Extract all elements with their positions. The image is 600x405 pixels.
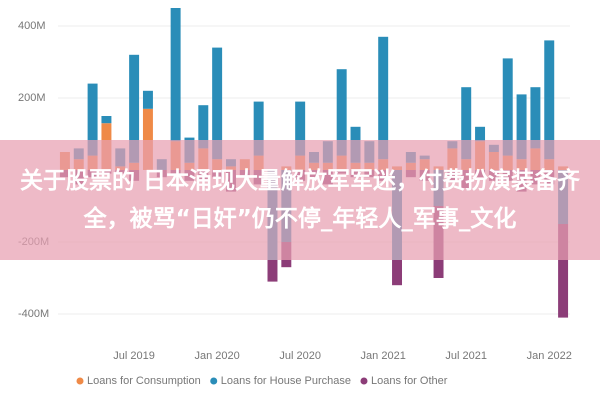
y-tick-label: 400M [18, 20, 46, 32]
bar-segment [544, 40, 555, 160]
bar-segment [129, 54, 140, 163]
y-tick-label: 200M [18, 92, 46, 104]
legend-marker [360, 377, 368, 385]
bar-segment [530, 87, 541, 149]
bar-segment [267, 260, 278, 282]
legend-label: Loans for Other [371, 375, 448, 387]
x-tick-label: Jul 2021 [445, 350, 487, 362]
bar-segment [475, 126, 486, 142]
legend-marker [210, 377, 218, 385]
bar-segment [142, 90, 153, 109]
x-tick-label: Jan 2021 [361, 350, 406, 362]
bar-segment [198, 105, 209, 149]
overlay-text: 关于股票的 日本涌现大量解放军军迷，付费扮演装备齐全，被骂“日奸”仍不停_年轻人… [19, 168, 580, 232]
x-tick-label: Jul 2019 [113, 350, 155, 362]
y-tick-label: -400M [18, 308, 49, 320]
bar-segment [87, 83, 98, 156]
legend-marker [76, 377, 84, 385]
bar-segment [516, 94, 527, 160]
bar-segment [392, 260, 403, 286]
bar-segment [212, 47, 223, 160]
bar-segment [558, 224, 569, 318]
overlay-banner: 关于股票的 日本涌现大量解放军军迷，付费扮演装备齐全，被骂“日奸”仍不停_年轻人… [0, 140, 600, 260]
bar-segment [295, 101, 306, 156]
x-tick-label: Jan 2020 [195, 350, 240, 362]
bar-segment [502, 58, 513, 156]
legend-label: Loans for Consumption [87, 375, 201, 387]
legend-label: Loans for House Purchase [221, 375, 351, 387]
bar-segment [336, 69, 347, 156]
bar-segment [142, 108, 153, 170]
x-tick-label: Jan 2022 [527, 350, 572, 362]
bar-segment [170, 8, 181, 142]
bar-segment [461, 87, 472, 160]
bar-segment [378, 36, 389, 160]
bar-segment [101, 116, 112, 124]
x-tick-label: Jul 2020 [279, 350, 321, 362]
bar-segment [253, 101, 264, 156]
